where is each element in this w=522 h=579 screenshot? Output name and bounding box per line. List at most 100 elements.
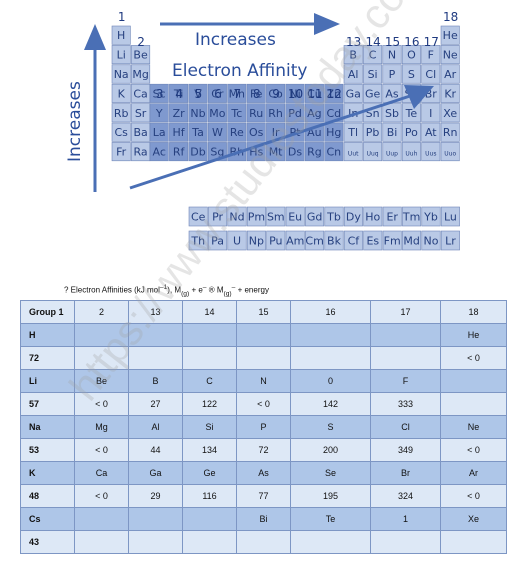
element-cell-box [440, 45, 460, 65]
element-cell-si: Si [363, 64, 383, 84]
element-cell-sr: Sr [131, 103, 151, 123]
element-cell-ca: Ca [131, 83, 151, 103]
element-cell-es: Es [363, 230, 383, 251]
group-number-15: 15 [385, 35, 400, 49]
table-cell: As [236, 461, 291, 485]
vertical-increases-label: Increases [65, 81, 85, 162]
table-cell: 57 [20, 392, 75, 416]
element-cell-mn: Mn [227, 83, 247, 103]
element-cell-box [363, 230, 383, 251]
element-cell-hg: Hg [324, 122, 344, 142]
element-symbol: Bi [387, 126, 398, 139]
element-symbol: Rb [114, 107, 129, 120]
table-cell [182, 507, 237, 531]
table-cell: Ca [74, 461, 129, 485]
table-cell: 48 [20, 484, 75, 508]
element-symbol: Uus [425, 151, 436, 158]
element-symbol: Pu [269, 235, 282, 248]
element-symbol: Re [230, 126, 244, 139]
element-symbol: Rh [268, 107, 283, 120]
table-cell: Te [290, 507, 371, 531]
element-cell-box [440, 25, 460, 45]
element-cell-uus: Uus [421, 142, 441, 162]
table-header-cell: 16 [290, 300, 371, 324]
element-cell-box [266, 230, 286, 251]
element-cell-n: N [382, 45, 402, 65]
element-cell-cl: Cl [421, 64, 441, 84]
table-row: 48 < 0 29 116 77 195 324 < 0 [20, 484, 507, 508]
table-cell: 43 [20, 530, 75, 554]
table-cell [440, 369, 507, 393]
element-symbol: Lr [445, 235, 456, 248]
table-row: Cs Bi Te 1 Xe [20, 507, 507, 531]
element-symbol: Cl [425, 68, 436, 81]
element-symbol: Fr [116, 146, 127, 159]
table-cell: N [236, 369, 291, 393]
element-cell-box [227, 122, 247, 142]
element-cell-ra: Ra [131, 142, 151, 162]
group-number-6: 6 [214, 87, 222, 101]
table-cell: 72 [236, 438, 291, 462]
table-cell: H [20, 323, 75, 347]
element-cell-box [343, 64, 363, 84]
element-cell-kr: Kr [440, 83, 460, 103]
element-symbol: Zr [173, 107, 186, 120]
element-cell-box [208, 206, 228, 227]
element-cell-box [111, 83, 131, 103]
element-symbol: He [443, 29, 458, 42]
element-cell-box [111, 103, 131, 123]
element-cell-box [363, 64, 383, 84]
element-cell-box [169, 142, 189, 162]
element-cell-mt: Mt [266, 142, 286, 162]
table-row: Na Mg Al Si P S Cl Ne [20, 415, 507, 439]
element-cell-box [440, 122, 460, 142]
group-number-18: 18 [443, 10, 458, 24]
diagonal-arrow-head [404, 85, 434, 109]
element-symbol: Li [117, 49, 126, 62]
element-cell-box [440, 230, 460, 251]
table-cell: < 0 [440, 346, 507, 370]
element-cell-ac: Ac [149, 142, 169, 162]
element-cell-h: H [111, 25, 131, 45]
element-cell-cr: Cr [207, 83, 227, 103]
table-cell [370, 530, 441, 554]
table-cell: 29 [128, 484, 183, 508]
element-cell-os: Os [246, 122, 266, 142]
element-cell-ti: Ti [169, 83, 189, 103]
element-cell-s: S [401, 64, 421, 84]
element-cell-te: Te [401, 103, 421, 123]
table-cell [182, 323, 237, 347]
element-cell-box [401, 64, 421, 84]
table-cell: B [128, 369, 183, 393]
element-cell-uuh: Uuh [401, 142, 421, 162]
horizontal-arrow-head [314, 13, 340, 35]
element-cell-box [421, 103, 441, 123]
element-cell-box [111, 45, 131, 65]
element-symbol: Uuh [405, 151, 417, 158]
element-cell-box [246, 122, 266, 142]
element-symbol: Tl [347, 126, 358, 139]
element-cell-co: Co [266, 83, 286, 103]
element-cell-box [246, 206, 266, 227]
element-cell-box [421, 230, 441, 251]
element-symbol: Mo [209, 107, 225, 120]
element-cell-pr: Pr [208, 206, 228, 227]
element-cell-box [188, 206, 208, 227]
caption-mid3: M [216, 285, 224, 295]
element-cell-rf: Rf [169, 142, 189, 162]
element-cell-y: Y [149, 103, 169, 123]
element-cell-box [382, 230, 402, 251]
element-cell-gd: Gd [305, 206, 325, 227]
element-symbol: Am [286, 235, 304, 248]
periodic-table-figure: H He Li Be B C N O F Ne Na Mg Al Si P S Cl Ar K Ca Sc Ti V Cr Mn… [65, 10, 460, 251]
element-symbol: Ca [133, 87, 147, 100]
element-cell-box [169, 122, 189, 142]
table-cell: 0 [290, 369, 371, 393]
table-cell [290, 323, 371, 347]
element-symbol: Es [366, 235, 379, 248]
element-cell-v: V [188, 83, 208, 103]
table-cell: 77 [236, 484, 291, 508]
element-cell-i: I [421, 103, 441, 123]
element-symbol: Ti [173, 87, 183, 100]
